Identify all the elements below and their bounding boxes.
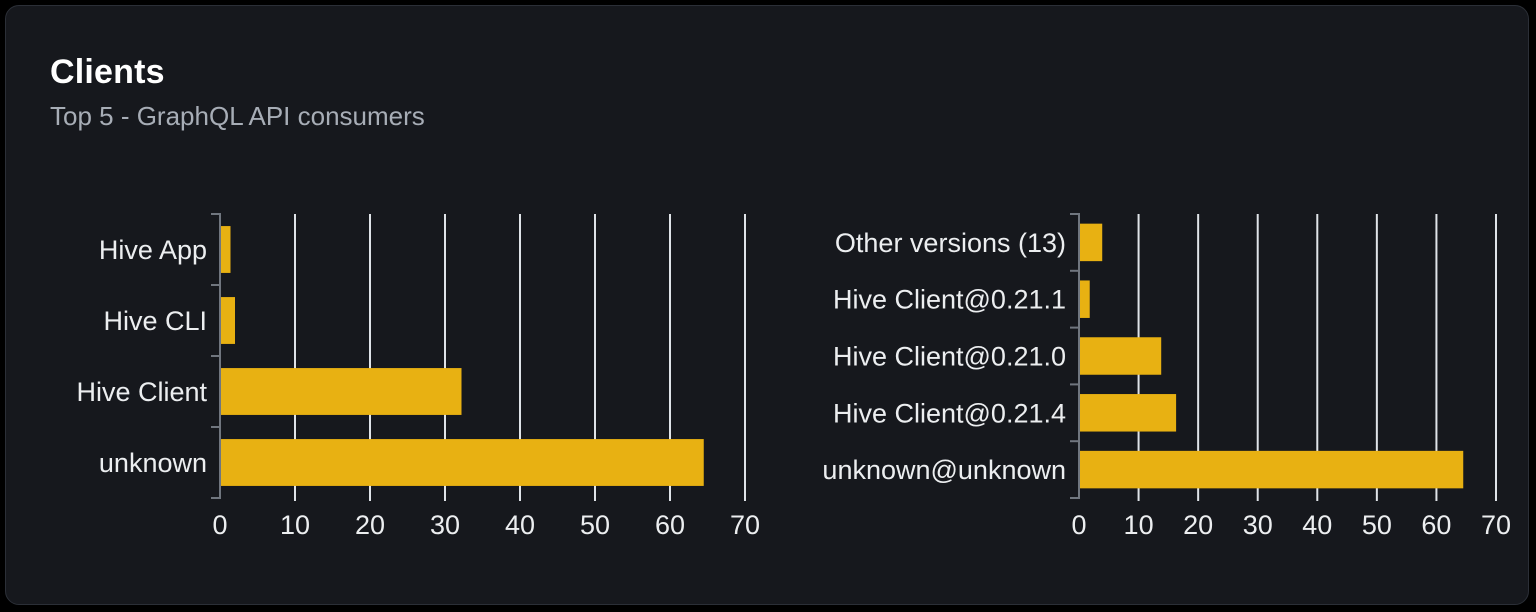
x-tick-label-40: 40: [1302, 510, 1332, 540]
bar-unknown-unknown[interactable]: [1079, 450, 1464, 489]
x-tick-label-0: 0: [1071, 510, 1086, 540]
x-tick-label-20: 20: [355, 510, 385, 540]
bar-hive-cli[interactable]: [220, 297, 235, 344]
category-label-hive-cli: Hive CLI: [103, 306, 207, 336]
card-title: Clients: [50, 53, 165, 91]
category-label-other-versions-13: Other versions (13): [835, 228, 1066, 258]
x-tick-label-70: 70: [730, 510, 760, 540]
bar-hive-client[interactable]: [220, 368, 462, 415]
card-subtitle: Top 5 - GraphQL API consumers: [50, 101, 425, 131]
bar-other-versions-13[interactable]: [1079, 223, 1103, 262]
bar-unknown[interactable]: [220, 439, 704, 486]
category-label-unknown-unknown: unknown@unknown: [822, 455, 1066, 485]
x-tick-label-30: 30: [1243, 510, 1273, 540]
clients-by-version-bar-chart: Other versions (13) Hive Client@0.21.1 Hiv…: [822, 213, 1511, 540]
x-tick-label-50: 50: [1362, 510, 1392, 540]
bar-hive-app[interactable]: [220, 226, 231, 273]
x-tick-label-60: 60: [1421, 510, 1451, 540]
bar-hive-client-0-21-0[interactable]: [1079, 337, 1162, 375]
category-label-hive-client-0-21-1: Hive Client@0.21.1: [833, 285, 1066, 315]
category-label-hive-client-0-21-4: Hive Client@0.21.4: [833, 398, 1066, 428]
x-tick-label-60: 60: [655, 510, 685, 540]
category-label-hive-app: Hive App: [99, 235, 207, 265]
x-tick-label-10: 10: [280, 510, 310, 540]
category-label-hive-client-0-21-0: Hive Client@0.21.0: [833, 342, 1066, 372]
category-label-unknown: unknown: [99, 448, 207, 478]
bar-hive-client-0-21-1[interactable]: [1079, 280, 1090, 318]
x-tick-label-70: 70: [1481, 510, 1511, 540]
x-tick-label-40: 40: [505, 510, 535, 540]
category-label-hive-client: Hive Client: [76, 377, 207, 407]
x-tick-label-50: 50: [580, 510, 610, 540]
x-tick-label-30: 30: [430, 510, 460, 540]
x-tick-label-0: 0: [212, 510, 227, 540]
clients-by-name-bar-chart: Hive App Hive CLI Hive Client unknown 0 10 20 3…: [76, 213, 760, 540]
x-tick-label-10: 10: [1124, 510, 1154, 540]
x-tick-label-20: 20: [1183, 510, 1213, 540]
y-axis-line: [1070, 213, 1080, 499]
clients-card: Clients Top 5 - GraphQL API consumers Hi…: [5, 5, 1529, 605]
bar-hive-client-0-21-4[interactable]: [1079, 394, 1177, 432]
